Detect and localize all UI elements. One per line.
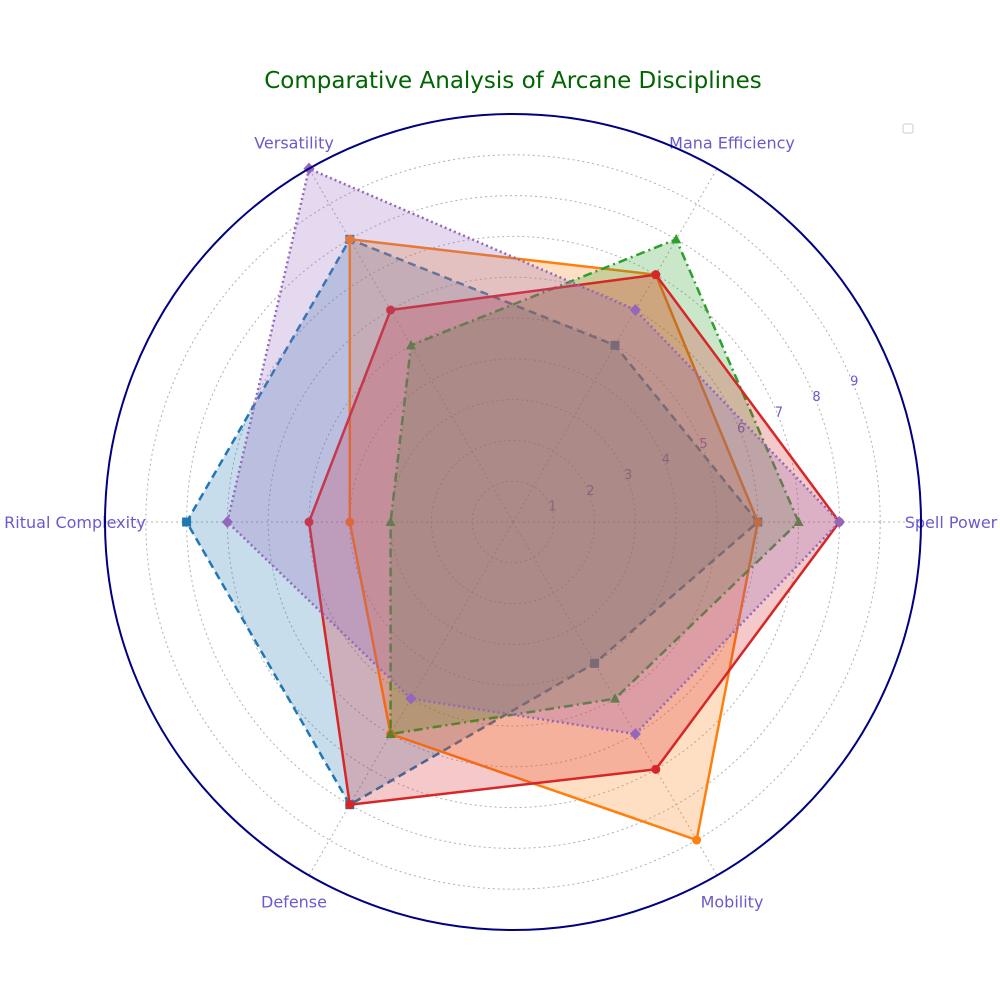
axis-label: Mobility	[701, 892, 764, 911]
data-point	[386, 305, 396, 315]
data-point	[385, 516, 396, 526]
axis-spoke	[308, 168, 514, 523]
chart-title: Comparative Analysis of Arcane Disciplin…	[264, 68, 762, 94]
axis-label: Defense	[261, 892, 327, 911]
series-layer	[182, 162, 845, 845]
data-point	[629, 303, 641, 316]
r-tick-label: 5	[699, 437, 707, 452]
axis-label: Versatility	[254, 134, 334, 153]
r-tick-label: 4	[662, 453, 670, 468]
data-point	[385, 728, 396, 739]
r-tick-label: 9	[850, 374, 858, 389]
data-point	[345, 234, 355, 244]
data-point	[833, 516, 845, 528]
legend	[902, 123, 914, 134]
data-point	[629, 728, 641, 741]
data-point	[651, 270, 661, 280]
data-point	[590, 658, 600, 668]
data-point	[651, 764, 661, 774]
data-point	[793, 516, 804, 526]
data-point	[692, 835, 702, 845]
series-area	[309, 274, 840, 805]
grid-ring	[390, 399, 636, 645]
outer-frame	[104, 113, 922, 931]
r-tick-label: 1	[549, 499, 557, 514]
plot-frame	[104, 113, 922, 931]
series-area	[227, 168, 840, 734]
data-point	[345, 800, 355, 810]
grid-ring	[349, 358, 677, 686]
data-point	[221, 516, 233, 528]
data-point	[182, 517, 192, 527]
axis-spoke	[512, 521, 718, 876]
axis-labels: Spell Power Mana Efficiency Versatility Rit…	[4, 134, 998, 912]
data-point	[304, 517, 314, 527]
data-point	[405, 692, 417, 705]
axis-label: Mana Efficiency	[669, 134, 795, 153]
data-point	[345, 517, 355, 527]
r-tick-label: 6	[737, 421, 745, 436]
r-tick-label: 8	[812, 390, 820, 405]
data-point	[406, 339, 416, 350]
data-point	[610, 340, 620, 350]
r-tick-label: 3	[624, 468, 632, 483]
series-area	[390, 239, 799, 735]
axis-spoke	[512, 168, 718, 523]
r-tick-label: 7	[775, 406, 783, 421]
r-tick-label: 2	[586, 484, 594, 499]
data-point	[671, 233, 682, 244]
legend-box	[902, 123, 914, 134]
series-area	[349, 239, 758, 841]
axis-label: Spell Power	[905, 513, 998, 532]
grid-ring	[145, 154, 881, 890]
axis-spoke	[308, 521, 514, 876]
data-point	[753, 517, 763, 527]
axis-label: Ritual Complexity	[4, 513, 146, 532]
data-point	[610, 693, 620, 703]
